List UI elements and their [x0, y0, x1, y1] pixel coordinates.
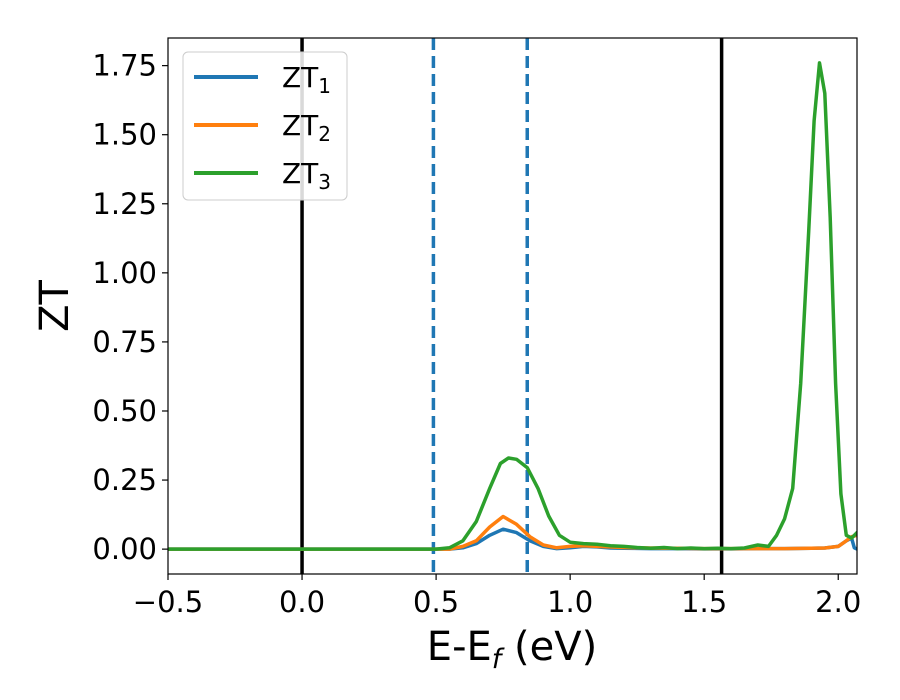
y-axis-label: ZT: [32, 280, 78, 332]
series-line-zt3: [168, 61, 857, 551]
x-axis-ticks: −0.5 0.0 0.5 1.0 1.5 2.0: [133, 574, 861, 619]
x-tick-label: 1.5: [681, 585, 727, 619]
reference-lines: [300, 38, 724, 574]
y-tick-label: 1.25: [92, 187, 157, 221]
y-tick-label: 1.00: [92, 256, 157, 290]
y-axis-ticks: 0.00 0.25 0.50 0.75 1.00 1.25 1.50 1.75: [92, 49, 168, 566]
y-tick-label: 1.75: [92, 49, 157, 83]
x-axis-label: E-Ef (eV): [427, 624, 597, 675]
legend-label-zt2: ZT2: [282, 109, 331, 146]
legend-label-zt1: ZT1: [282, 61, 331, 98]
y-tick-label: 0.50: [92, 394, 157, 428]
y-tick-label: 0.75: [92, 325, 157, 359]
x-tick-label: −0.5: [133, 585, 203, 619]
series-line-zt2: [168, 514, 857, 551]
series-layer: [168, 61, 857, 551]
legend-label-zt3: ZT3: [282, 157, 331, 194]
plot-frame: [167, 37, 858, 575]
y-tick-label: 0.25: [92, 463, 157, 497]
x-tick-label: 0.5: [413, 585, 459, 619]
y-tick-label: 1.50: [92, 118, 157, 152]
legend: ZT1 ZT2 ZT3: [182, 51, 348, 201]
x-tick-label: 1.0: [547, 585, 593, 619]
x-axis-label-unit: (eV): [501, 624, 597, 670]
x-tick-label: 2.0: [815, 585, 861, 619]
legend-box: [182, 51, 348, 201]
x-tick-label: 0.0: [279, 585, 325, 619]
y-tick-label: 0.00: [92, 532, 157, 566]
